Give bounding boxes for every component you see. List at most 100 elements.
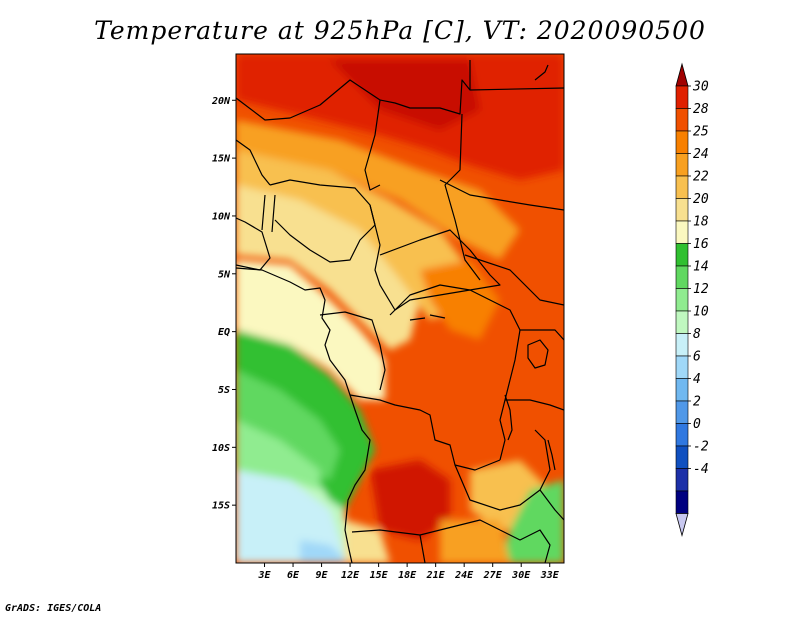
map-frame bbox=[235, 53, 565, 564]
colorbar-bottom-triangle bbox=[675, 513, 689, 538]
colorbar-label: 10 bbox=[693, 305, 709, 320]
colorbar-label: 14 bbox=[693, 260, 709, 275]
lat-tick-label: 10N bbox=[212, 211, 231, 222]
lat-tick-label: EQ bbox=[218, 327, 230, 338]
colorbar-swatch bbox=[675, 355, 689, 379]
border-lake-malawi bbox=[547, 439, 556, 471]
border-drc-north bbox=[394, 289, 521, 331]
colorbar-swatch bbox=[675, 130, 689, 154]
border-angola-south bbox=[351, 519, 501, 536]
lon-tick-label: 33E bbox=[540, 570, 560, 581]
lat-tick-label: 20N bbox=[211, 96, 231, 107]
colorbar-swatch bbox=[675, 490, 689, 514]
colorbar-label: 18 bbox=[693, 215, 709, 230]
colorbar-swatch bbox=[675, 243, 689, 267]
colorbar-swatch bbox=[675, 310, 689, 334]
colorbar-top-triangle bbox=[675, 62, 689, 87]
colorbar-label: 8 bbox=[693, 327, 701, 342]
lon-tick-label: 9E bbox=[316, 570, 329, 581]
colorbar-label: 16 bbox=[693, 237, 709, 252]
field-yellow-20 bbox=[236, 150, 470, 320]
colorbar-swatch bbox=[675, 265, 689, 289]
colorbar-label: 4 bbox=[693, 372, 701, 387]
lat-tick-label: 15S bbox=[212, 501, 230, 512]
border-uganda-kenya bbox=[520, 329, 564, 341]
colorbar-label: 0 bbox=[693, 417, 701, 432]
border-drc-interior bbox=[409, 314, 446, 321]
border-south-sudan bbox=[464, 254, 564, 306]
lat-tick-label: 10S bbox=[212, 443, 230, 454]
border-zimbabwe bbox=[499, 529, 551, 563]
border-benin-togo bbox=[261, 194, 276, 233]
lon-tick-label: 27E bbox=[483, 570, 503, 581]
lon-tick-label: 6E bbox=[287, 570, 300, 581]
colorbar-swatch bbox=[675, 445, 689, 469]
lon-tick-label: 3E bbox=[257, 570, 271, 581]
border-lake-tanganyika bbox=[504, 394, 513, 441]
border-chad-sudan bbox=[444, 113, 481, 281]
lon-tick-label: 18E bbox=[398, 570, 417, 581]
colorbar-swatch bbox=[675, 198, 689, 222]
lon-tick-label: 24E bbox=[454, 570, 474, 581]
field-pale-yellow bbox=[236, 260, 385, 400]
border-gabon-congo bbox=[319, 311, 386, 391]
field-sw-blue bbox=[300, 540, 350, 563]
colorbar-swatch bbox=[675, 175, 689, 199]
colorbar-label: -2 bbox=[693, 440, 709, 455]
colorbar-swatch bbox=[675, 220, 689, 244]
latitude-axis: 20N 15N 10N 5N EQ 5S 10S 15S bbox=[211, 96, 236, 512]
lon-tick-label: 12E bbox=[341, 570, 360, 581]
colorbar-label: 6 bbox=[693, 350, 701, 365]
border-red-sea-coast bbox=[534, 64, 549, 81]
colorbar-swatch bbox=[675, 423, 689, 447]
border-west-sahel bbox=[236, 139, 271, 186]
credit-text: GrADS: IGES/COLA bbox=[5, 603, 102, 614]
temperature-field bbox=[236, 54, 564, 563]
field-sahara-dark bbox=[330, 60, 480, 130]
border-lake-victoria bbox=[527, 339, 549, 369]
field-sc-yellow bbox=[345, 520, 390, 563]
map-title: Temperature at 925hPa [C], VT: 202009050… bbox=[94, 16, 706, 45]
field-yellow-18 bbox=[236, 180, 420, 350]
field-southwest-cyan bbox=[236, 470, 345, 563]
colorbar-label: 30 bbox=[692, 80, 709, 95]
field-green-12 bbox=[236, 420, 320, 490]
colorbar-label: 20 bbox=[693, 192, 709, 207]
border-namibia-botswana bbox=[419, 534, 426, 563]
border-niger-chad bbox=[364, 99, 381, 191]
colorbar-swatch bbox=[675, 288, 689, 312]
colorbar-swatch bbox=[675, 108, 689, 132]
border-tanzania bbox=[505, 399, 564, 411]
field-se-orange bbox=[440, 520, 510, 563]
border-car bbox=[379, 229, 501, 311]
border-nigeria bbox=[269, 179, 376, 263]
colorbar-swatch bbox=[675, 85, 689, 109]
field-sahara-red bbox=[236, 54, 564, 180]
border-cameroon bbox=[369, 204, 396, 316]
colorbar-label: 22 bbox=[693, 170, 709, 185]
lon-tick-label: 15E bbox=[370, 570, 389, 581]
border-angola-drc bbox=[349, 394, 501, 471]
lon-tick-label: 21E bbox=[426, 570, 446, 581]
lat-tick-label: 5N bbox=[218, 269, 231, 280]
field-south-hot bbox=[370, 460, 450, 540]
country-borders bbox=[236, 60, 564, 563]
lat-tick-label: 15N bbox=[212, 154, 231, 165]
field-orange-22 bbox=[236, 120, 520, 260]
colorbar-label: 24 bbox=[693, 147, 709, 162]
colorbar-swatch bbox=[675, 153, 689, 177]
colorbar-label: 25 bbox=[693, 125, 709, 140]
colorbar-swatch bbox=[675, 333, 689, 357]
border-mozambique bbox=[539, 489, 564, 521]
colorbar-label: -4 bbox=[693, 462, 709, 477]
longitude-axis: 3E 6E 9E 12E 15E 18E 21E 24E 27E 30E 33E bbox=[257, 563, 560, 581]
lat-tick-label: 5S bbox=[218, 385, 230, 396]
border-sudan-ss bbox=[439, 179, 564, 211]
colorbar-swatch bbox=[675, 378, 689, 402]
colorbar-label: 2 bbox=[693, 395, 701, 410]
colorbar-label: 12 bbox=[693, 282, 709, 297]
colorbar-swatch bbox=[675, 468, 689, 492]
border-zambia bbox=[454, 429, 551, 511]
